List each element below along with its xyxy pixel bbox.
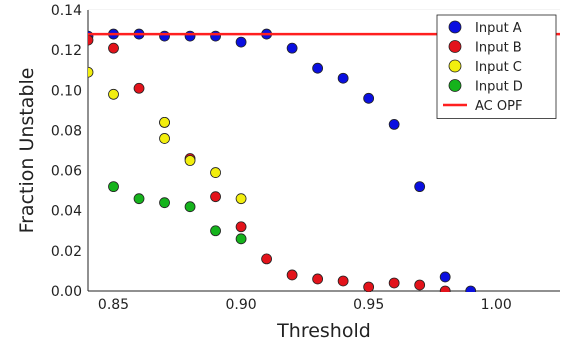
y-tick-label: 0.08 xyxy=(51,123,82,139)
input-b-point xyxy=(210,191,221,203)
input-c-point xyxy=(184,155,196,166)
input-a-point xyxy=(388,119,400,130)
tick-labels: 0.85 0.90 0.95 1.00 0.00 0.02 0.04 0.06 0.08 0.10… xyxy=(51,3,512,313)
legend-swatch-input-c xyxy=(448,59,462,73)
input-b-point xyxy=(261,253,272,265)
legend-swatch-input-b xyxy=(448,40,462,53)
input-c-point xyxy=(108,88,119,100)
input-c-point xyxy=(235,193,247,205)
input-d-point xyxy=(159,197,170,209)
input-a-point xyxy=(312,62,324,74)
x-tick-label: 0.90 xyxy=(225,297,256,313)
input-c-point xyxy=(88,66,94,78)
x-tick-label: 0.95 xyxy=(353,297,384,313)
y-tick-label: 0.06 xyxy=(51,164,82,180)
input-b-point xyxy=(88,34,94,46)
legend-label-input-d: Input D xyxy=(475,80,523,95)
input-c-point xyxy=(210,167,221,178)
input-b-point xyxy=(286,269,298,281)
legend-label-ac-opf: AC OPF xyxy=(475,99,522,114)
input-a-point xyxy=(465,285,477,292)
input-b-point xyxy=(414,279,426,291)
legend-label-input-b: Input B xyxy=(475,41,522,56)
input-a-point xyxy=(235,36,247,48)
input-d-point xyxy=(184,201,196,213)
input-b-point xyxy=(108,42,119,54)
input-a-point xyxy=(210,30,221,42)
input-a-point xyxy=(414,181,426,193)
legend-label-input-a: Input A xyxy=(475,21,522,36)
legend-label-input-c: Input C xyxy=(475,60,522,75)
input-b-point xyxy=(312,273,324,285)
legend-swatch-input-a xyxy=(448,20,462,34)
x-tick-label: 1.00 xyxy=(481,297,512,313)
y-tick-label: 0.04 xyxy=(51,204,82,220)
y-tick-label: 0.14 xyxy=(51,3,82,19)
x-axis-label: Threshold xyxy=(276,320,371,342)
input-d-point xyxy=(133,193,145,205)
input-b-point xyxy=(388,277,400,289)
legend: Input A Input B Input C Input D AC OPF xyxy=(436,14,557,119)
input-a-point xyxy=(337,72,349,84)
input-b-point xyxy=(133,82,145,94)
input-d-point xyxy=(235,233,247,245)
input-b-point xyxy=(235,221,247,233)
input-b-point xyxy=(363,281,375,292)
input-a-point xyxy=(286,42,298,54)
input-b-point xyxy=(337,275,349,287)
input-a-point xyxy=(184,30,196,42)
y-tick-label: 0.10 xyxy=(51,83,82,99)
y-tick-label: 0.12 xyxy=(51,43,82,59)
y-tick-label: 0.00 xyxy=(51,284,82,300)
input-c-point xyxy=(159,133,170,144)
input-a-point xyxy=(159,30,170,42)
input-c-point xyxy=(159,117,170,128)
y-tick-label: 0.02 xyxy=(51,244,82,260)
input-b-point xyxy=(439,285,451,292)
x-tick-label: 0.85 xyxy=(98,297,129,313)
input-d-point xyxy=(108,181,119,193)
input-d-point xyxy=(210,225,221,237)
input-a-point xyxy=(439,271,451,283)
legend-swatch-input-d xyxy=(448,79,462,92)
input-a-point xyxy=(363,92,375,104)
y-axis-label: Fraction Unstable xyxy=(16,68,38,234)
